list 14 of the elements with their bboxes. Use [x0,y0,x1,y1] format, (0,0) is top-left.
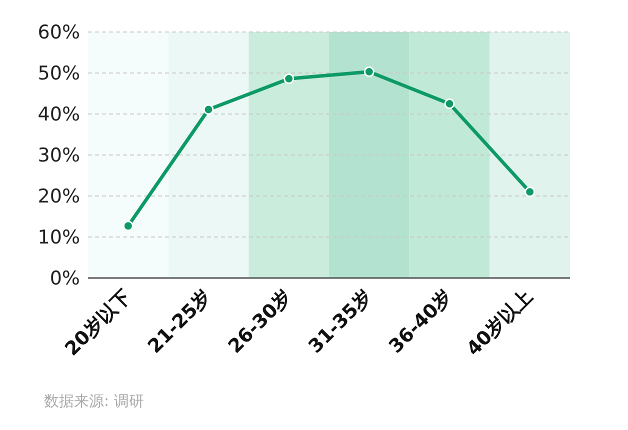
y-tick-label: 60% [38,22,80,44]
point [364,66,374,78]
point [122,220,134,232]
y-tick-label: 30% [38,144,80,167]
y-tick-label: 40% [38,104,80,126]
point [203,104,214,115]
y-tick-label: 50% [38,62,80,85]
point [284,73,294,84]
source-note: 数据来源: 调研 [44,392,144,411]
point [524,186,536,198]
y-tick-label: 20% [38,186,80,208]
point [444,98,455,109]
y-tick-label: 10% [38,226,80,249]
x-tick-label: 40岁以上 [462,286,538,360]
